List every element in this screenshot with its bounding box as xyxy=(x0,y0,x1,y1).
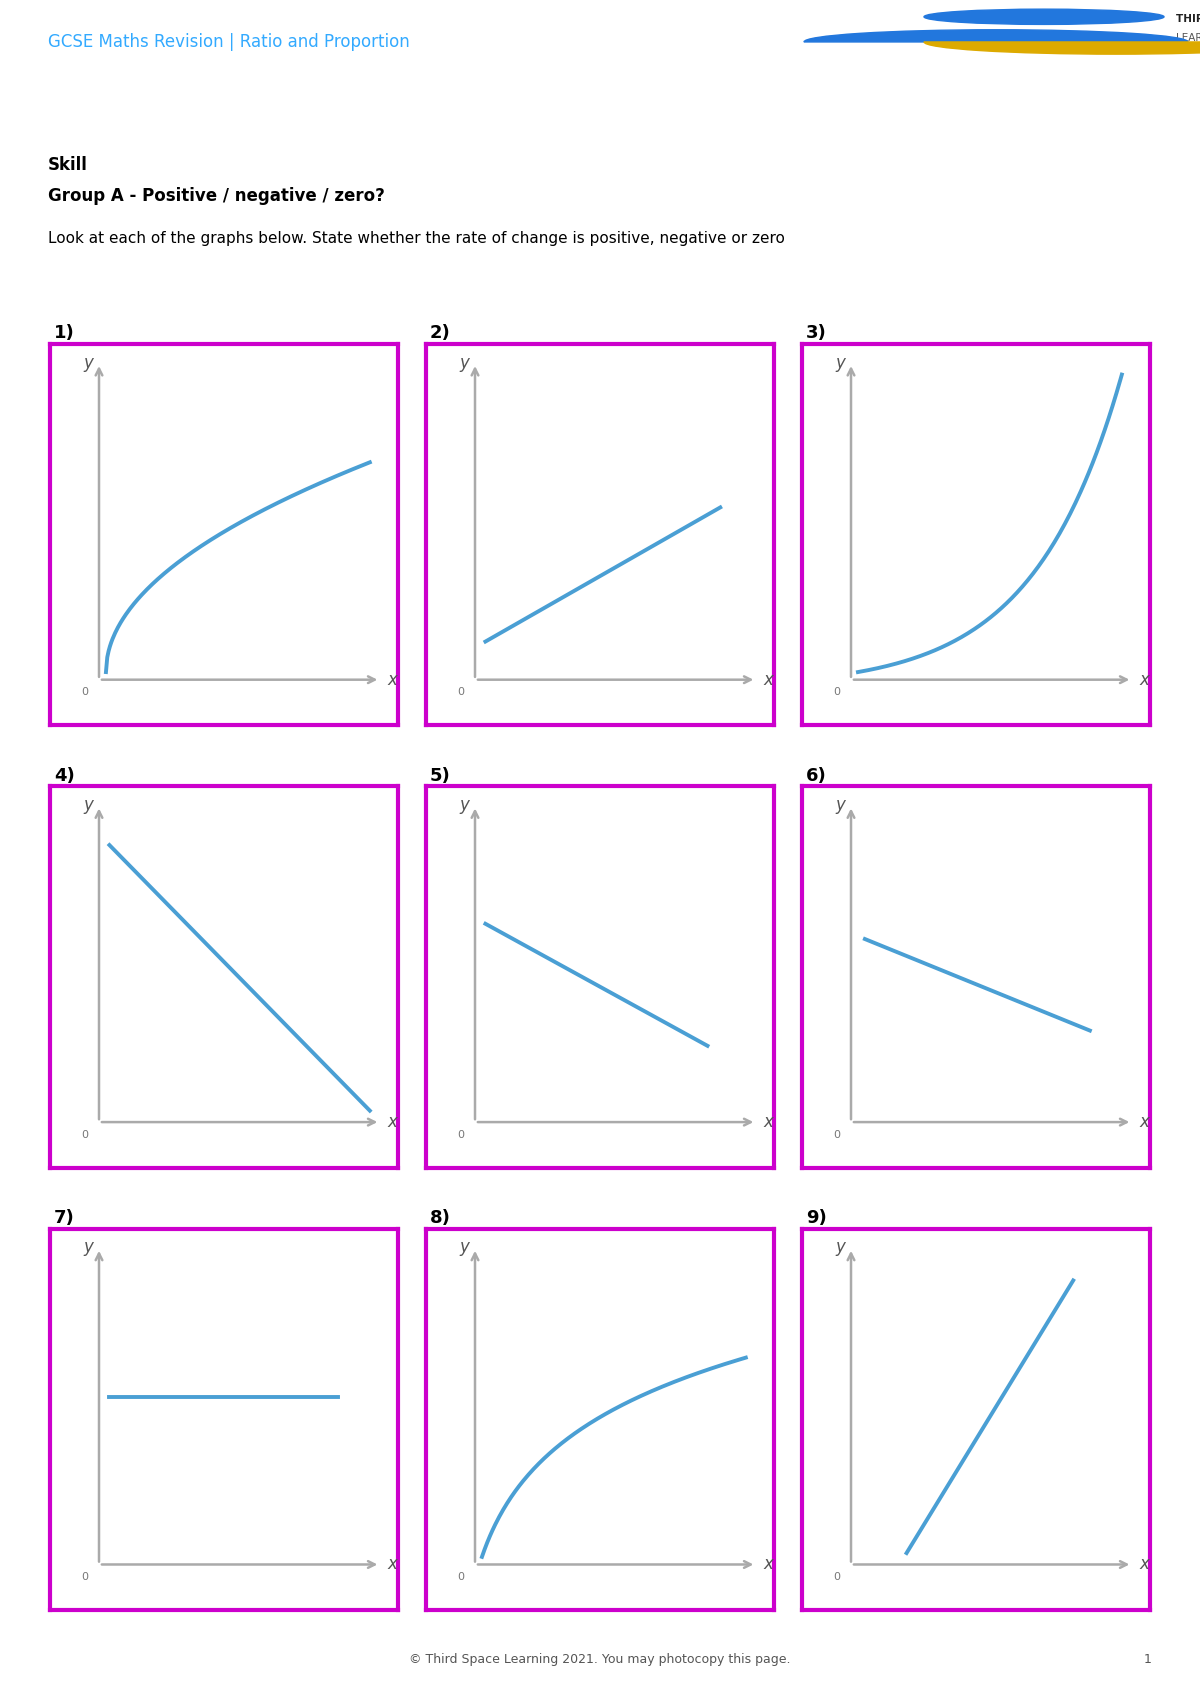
Text: 0: 0 xyxy=(82,1573,89,1581)
Text: 6): 6) xyxy=(806,766,827,785)
Text: 5): 5) xyxy=(430,766,451,785)
Text: $\mathit{y}$: $\mathit{y}$ xyxy=(835,356,847,373)
Text: 0: 0 xyxy=(834,1573,840,1581)
Text: $\mathit{y}$: $\mathit{y}$ xyxy=(83,1241,96,1258)
Text: $\mathit{x}$: $\mathit{x}$ xyxy=(1139,671,1152,688)
Text: 2): 2) xyxy=(430,324,451,342)
Text: 0: 0 xyxy=(82,688,89,697)
Text: $\mathit{x}$: $\mathit{x}$ xyxy=(1139,1114,1152,1131)
Text: $\mathit{x}$: $\mathit{x}$ xyxy=(388,1114,400,1131)
Text: 0: 0 xyxy=(457,1131,464,1139)
Text: 1: 1 xyxy=(1144,1653,1152,1666)
Text: $\mathit{y}$: $\mathit{y}$ xyxy=(835,1241,847,1258)
Text: $\mathit{y}$: $\mathit{y}$ xyxy=(835,798,847,815)
Text: 0: 0 xyxy=(457,1573,464,1581)
Text: © Third Space Learning 2021. You may photocopy this page.: © Third Space Learning 2021. You may pho… xyxy=(409,1653,791,1666)
Text: 7): 7) xyxy=(54,1209,74,1227)
Text: 1): 1) xyxy=(54,324,74,342)
Wedge shape xyxy=(924,42,1200,54)
Text: $\mathit{x}$: $\mathit{x}$ xyxy=(763,1114,775,1131)
Text: LEARNING: LEARNING xyxy=(1176,34,1200,42)
Text: 4): 4) xyxy=(54,766,74,785)
Text: Group A - Positive / negative / zero?: Group A - Positive / negative / zero? xyxy=(48,188,385,205)
Text: $\mathit{x}$: $\mathit{x}$ xyxy=(763,671,775,688)
Text: 0: 0 xyxy=(834,1131,840,1139)
Text: GCSE Maths Revision | Ratio and Proportion: GCSE Maths Revision | Ratio and Proporti… xyxy=(48,32,409,51)
Text: Look at each of the graphs below. State whether the rate of change is positive, : Look at each of the graphs below. State … xyxy=(48,231,785,246)
Text: $\mathit{y}$: $\mathit{y}$ xyxy=(83,356,96,373)
Text: $\mathit{y}$: $\mathit{y}$ xyxy=(460,356,472,373)
Text: Rates of Change-  Worksheet: Rates of Change- Worksheet xyxy=(48,97,526,124)
Text: $\mathit{y}$: $\mathit{y}$ xyxy=(83,798,96,815)
Text: $\mathit{x}$: $\mathit{x}$ xyxy=(1139,1556,1152,1573)
Text: 0: 0 xyxy=(457,688,464,697)
Text: 0: 0 xyxy=(834,688,840,697)
Text: 0: 0 xyxy=(82,1131,89,1139)
Text: $\mathit{x}$: $\mathit{x}$ xyxy=(388,671,400,688)
Text: Skill: Skill xyxy=(48,156,88,173)
Text: 9): 9) xyxy=(806,1209,827,1227)
Text: 8): 8) xyxy=(430,1209,451,1227)
Text: $\mathit{x}$: $\mathit{x}$ xyxy=(763,1556,775,1573)
Text: $\mathit{x}$: $\mathit{x}$ xyxy=(388,1556,400,1573)
Text: $\mathit{y}$: $\mathit{y}$ xyxy=(460,1241,472,1258)
Text: THIRD SPACE: THIRD SPACE xyxy=(1176,14,1200,24)
Text: 3): 3) xyxy=(806,324,827,342)
Text: $\mathit{y}$: $\mathit{y}$ xyxy=(460,798,472,815)
Circle shape xyxy=(924,8,1164,24)
Wedge shape xyxy=(804,31,1188,42)
